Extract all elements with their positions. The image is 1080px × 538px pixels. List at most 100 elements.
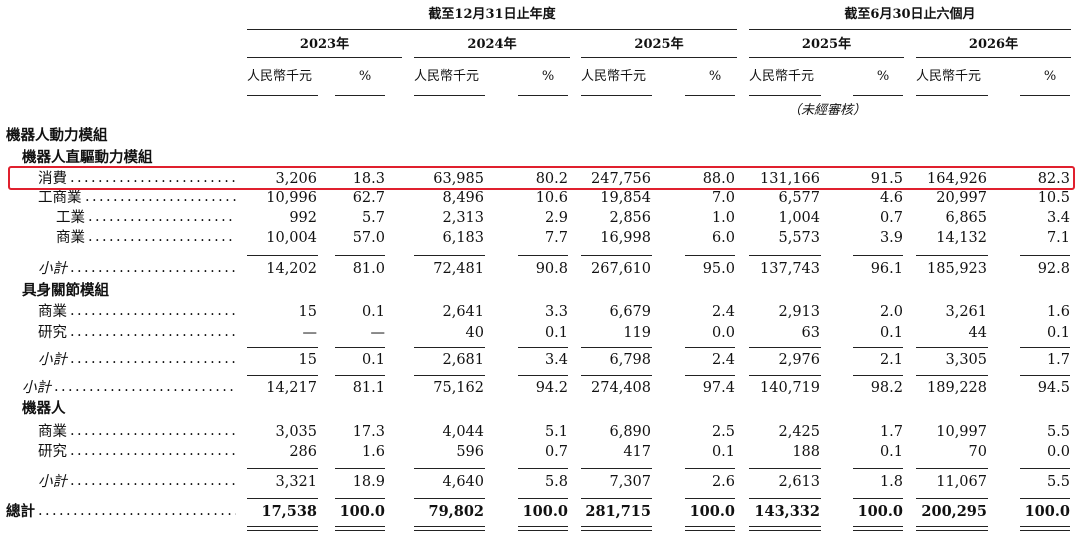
cell-amount: 992 [289,210,317,226]
cell-pct: 97.4 [702,380,735,396]
cell-pct: 0.1 [711,444,735,460]
header-unit-rmb: 人民幣千元 [749,69,815,84]
rule-subtotal-amount [581,347,652,348]
rule-subtotal-pct [518,255,568,256]
cell-amount: — [302,325,318,341]
cell-pct: 0.1 [361,304,385,320]
rule-subtotal-amount [916,468,988,469]
cell-pct: 94.2 [535,380,568,396]
row-label: 小計 [38,261,67,277]
cell-amount: 3,305 [945,352,987,368]
cell-pct: 1.6 [1046,304,1070,320]
row-label: 研究 [38,325,67,341]
row-label: 具身關節模組 [22,282,109,299]
rule-subtotal-pct [518,347,568,348]
cell-pct: 1.0 [711,210,735,226]
cell-pct: 2.9 [544,210,568,226]
cell-amount: 247,756 [591,171,651,187]
cell-pct: 2.4 [711,304,735,320]
rule-subtotal-pct [335,468,385,469]
cell-pct: 18.9 [352,474,385,490]
rule-total-top-pct [518,498,568,499]
header-year: 2025年 [801,37,852,52]
cell-pct: 2.0 [879,304,903,320]
cell-pct: 10.6 [535,190,568,206]
cell-amount: 3,206 [275,171,317,187]
cell-pct: 100.0 [689,503,735,520]
cell-amount: 6,865 [945,210,987,226]
cell-amount: 14,217 [266,380,317,396]
cell-amount: 5,573 [778,230,820,246]
cell-pct: 96.1 [870,261,903,277]
cell-pct: 0.7 [879,210,903,226]
cell-pct: 100.0 [857,503,903,520]
cell-amount: 6,679 [609,304,651,320]
cell-amount: 70 [968,444,987,460]
rule-subtotal-amount [581,375,652,376]
header-unit-pct: % [358,69,372,84]
leader-dots: ...................................... [70,444,236,459]
rule-subtotal-amount [414,255,485,256]
cell-amount: 2,425 [778,424,820,440]
cell-amount: 2,681 [442,352,484,368]
cell-amount: 15 [298,352,317,368]
cell-amount: 2,613 [778,474,820,490]
cell-pct: 100.0 [522,503,568,520]
cell-pct: 17.3 [352,424,385,440]
rule-subtotal-pct [853,347,903,348]
cell-amount: 14,132 [936,230,987,246]
cell-pct: 7.1 [1046,230,1070,246]
cell-amount: 40 [465,325,484,341]
cell-pct: — [370,325,386,341]
rule-subtotal-pct [1020,468,1070,469]
leader-dots: ...................................... [70,352,236,367]
row-label: 商業 [38,424,67,440]
cell-pct: 1.7 [1046,352,1070,368]
cell-pct: 0.1 [544,325,568,341]
rule-subtotal-amount [247,347,318,348]
rule-subtotal-pct [1020,347,1070,348]
rule-unit-amount [749,95,821,96]
rule-subtotal-amount [916,255,988,256]
row-label: 總計 [6,503,35,520]
row-label: 小計 [22,380,51,396]
rule-total-double-pct [1020,526,1070,531]
rule-unit-pct [685,95,735,96]
rule-unit-pct [1020,95,1070,96]
cell-amount: 10,996 [266,190,317,206]
cell-amount: 7,307 [609,474,651,490]
cell-amount: 119 [623,325,651,341]
cell-pct: 81.1 [352,380,385,396]
leader-dots: ...................................... [70,474,236,489]
rule-total-top-pct [335,498,385,499]
header-year: 2025年 [634,37,684,52]
rule-subtotal-pct [518,468,568,469]
leader-dots: ...................................... [88,230,236,245]
rule-group-half [749,29,1071,30]
cell-pct: 82.3 [1037,171,1070,187]
rule-total-top-amount [916,498,988,499]
cell-amount: 79,802 [428,503,485,520]
row-label: 小計 [38,474,67,490]
rule-subtotal-pct [335,255,385,256]
cell-amount: 10,997 [936,424,987,440]
header-unit-rmb: 人民幣千元 [414,69,480,84]
rule-group-annual [247,29,737,30]
rule-subtotal-amount [581,255,652,256]
rule-total-top-amount [414,498,485,499]
rule-total-double-pct [685,526,735,531]
rule-unit-pct [853,95,903,96]
cell-amount: 140,719 [760,380,820,396]
cell-amount: 16,998 [600,230,651,246]
cell-amount: 2,641 [442,304,484,320]
rule-unit-amount [247,95,318,96]
cell-amount: 188 [792,444,820,460]
cell-pct: 0.1 [1046,325,1070,341]
cell-amount: 3,035 [275,424,317,440]
cell-amount: 137,743 [760,261,820,277]
cell-amount: 596 [456,444,484,460]
header-unit-pct: % [708,69,722,84]
cell-amount: 6,890 [609,424,651,440]
header-unit-pct: % [876,69,890,84]
rule-subtotal-amount [749,375,821,376]
